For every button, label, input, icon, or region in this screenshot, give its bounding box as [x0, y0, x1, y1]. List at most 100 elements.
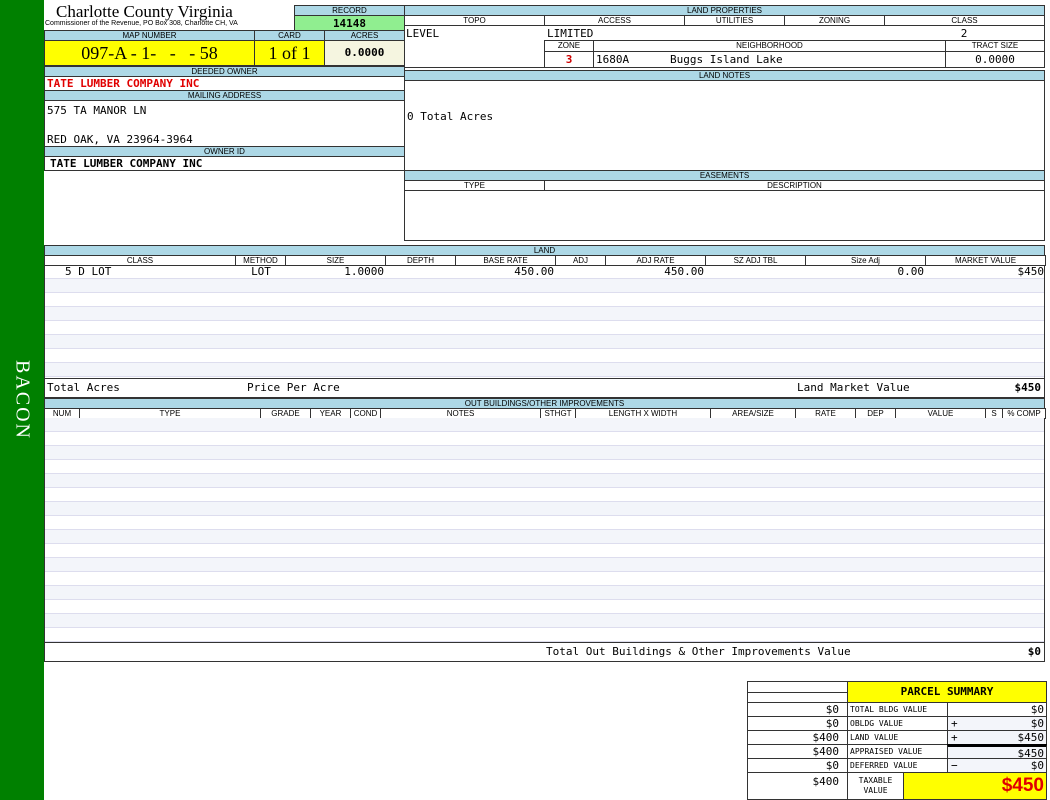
outbuildings-row — [45, 600, 1044, 614]
outbuildings-row — [45, 488, 1044, 502]
taxable-previous: $400 — [747, 772, 848, 800]
outbuildings-row — [45, 418, 1044, 432]
land-notes: 0 Total Acres — [404, 80, 1045, 171]
outbuildings-table — [44, 418, 1045, 643]
land-row — [45, 335, 1044, 349]
summary-operator: + — [951, 717, 958, 730]
total-acres-label: Total Acres — [47, 381, 120, 394]
summary-label: DEFERRED VALUE — [847, 758, 948, 773]
outbuildings-row — [45, 614, 1044, 628]
mailing-address: 575 TA MANOR LN RED OAK, VA 23964-3964 — [44, 100, 405, 147]
land-cell: 450.00 — [664, 265, 704, 278]
summary-previous-value: $400 — [747, 744, 848, 759]
outbuildings-row — [45, 502, 1044, 516]
land-cell: LOT — [251, 265, 271, 278]
land-market-value-label: Land Market Value — [797, 381, 910, 394]
outbuildings-row — [45, 516, 1044, 530]
access-value: LIMITED — [547, 27, 594, 40]
owner-id: TATE LUMBER COMPANY INC — [44, 156, 405, 171]
sidebar-name: BACON — [11, 359, 34, 441]
outbuildings-row — [45, 558, 1044, 572]
land-row — [45, 363, 1044, 377]
summary-amount: $450 — [1017, 731, 1045, 744]
summary-operator: + — [951, 731, 958, 744]
outbuildings-total-label: Total Out Buildings & Other Improvements… — [546, 645, 851, 658]
summary-value: $450 — [947, 744, 1047, 759]
outbuildings-row — [45, 432, 1044, 446]
land-cell: $450 — [1017, 265, 1045, 278]
acres-value: 0.0000 — [324, 40, 405, 66]
land-cell: 450.00 — [514, 265, 554, 278]
summary-amount: $450 — [1017, 747, 1045, 759]
land-cell — [386, 265, 456, 278]
address-line-2: RED OAK, VA 23964-3964 — [47, 133, 193, 146]
topo-label: TOPO — [404, 15, 545, 26]
summary-operator: − — [951, 759, 958, 772]
topo-value: LEVEL — [406, 27, 440, 40]
sidebar: BACON — [0, 0, 44, 800]
land-row — [45, 321, 1044, 335]
outbuildings-row — [45, 586, 1044, 600]
access-label: ACCESS — [544, 15, 685, 26]
summary-label: OBLDG VALUE — [847, 716, 948, 731]
land-row: 5 D LOT LOT 1.0000 450.00 450.00 0.00 $450 — [45, 265, 1044, 279]
class-label: CLASS — [884, 15, 1045, 26]
summary-value: $0 — [947, 702, 1047, 717]
neighborhood-code: 1680A — [596, 53, 630, 66]
outbuildings-row — [45, 530, 1044, 544]
outbuildings-row — [45, 628, 1044, 642]
land-cell — [556, 265, 606, 278]
land-cell: 1.0000 — [344, 265, 384, 278]
land-row — [45, 307, 1044, 321]
summary-rows: $0 TOTAL BLDG VALUE $0 $0 OBLDG VALUE + $0 $400… — [747, 702, 1047, 773]
taxable-label: TAXABLE VALUE — [847, 772, 904, 800]
land-table: 5 D LOT LOT 1.0000 450.00 450.00 0.00 $450 — [44, 265, 1045, 379]
record-value: 14148 — [294, 15, 405, 31]
summary-amount: $0 — [1030, 703, 1044, 716]
price-per-acre-label: Price Per Acre — [247, 381, 340, 394]
summary-label: APPRAISED VALUE — [847, 744, 948, 759]
county-subtitle: Commissioner of the Revenue, PO Box 308,… — [45, 20, 238, 27]
easements-body — [404, 190, 1045, 241]
summary-label: LAND VALUE — [847, 730, 948, 745]
neighborhood-value: 1680A Buggs Island Lake — [593, 51, 946, 68]
summary-previous-value: $0 — [747, 716, 848, 731]
land-cell: 5 D LOT — [65, 265, 112, 278]
land-row — [45, 279, 1044, 293]
summary-value: + $0 — [947, 716, 1047, 731]
summary-value: + $450 — [947, 730, 1047, 745]
land-row — [45, 293, 1044, 307]
county-title: Charlotte County Virginia — [56, 2, 233, 21]
outbuildings-row — [45, 460, 1044, 474]
summary-value: − $0 — [947, 758, 1047, 773]
parcel-summary-title: PARCEL SUMMARY — [847, 681, 1047, 703]
summary-previous-value: $0 — [747, 758, 848, 773]
zone-value: 3 — [544, 51, 594, 68]
outbuildings-row — [45, 544, 1044, 558]
land-market-value: $450 — [1014, 381, 1042, 394]
outbuildings-row — [45, 474, 1044, 488]
summary-previous-value: $0 — [747, 702, 848, 717]
land-row — [45, 349, 1044, 363]
outbuildings-row — [45, 446, 1044, 460]
land-cell: 0.00 — [897, 265, 925, 278]
land-cell — [706, 265, 806, 278]
card-value: 1 of 1 — [254, 40, 325, 66]
summary-label: TOTAL BLDG VALUE — [847, 702, 948, 717]
neighborhood-name: Buggs Island Lake — [670, 53, 783, 66]
class-value: 2 — [960, 27, 968, 40]
land-header: CLASS METHOD SIZE DEPTH BASE RATE ADJ ADJ RATE… — [44, 255, 1046, 266]
address-line-1: 575 TA MANOR LN — [47, 104, 147, 117]
map-number: 097-A - 1- - - 58 — [44, 40, 255, 66]
outbuildings-total: $0 — [1027, 645, 1041, 658]
zoning-label: ZONING — [784, 15, 885, 26]
summary-amount: $0 — [1030, 717, 1044, 730]
taxable-value: $450 — [903, 772, 1047, 800]
utilities-label: UTILITIES — [684, 15, 785, 26]
summary-previous-value: $400 — [747, 730, 848, 745]
tract-size-value: 0.0000 — [945, 51, 1045, 68]
summary-amount: $0 — [1030, 759, 1044, 772]
outbuildings-row — [45, 572, 1044, 586]
deeded-owner: TATE LUMBER COMPANY INC — [44, 76, 405, 91]
land-column-header: MARKET VALUE — [925, 255, 1046, 266]
